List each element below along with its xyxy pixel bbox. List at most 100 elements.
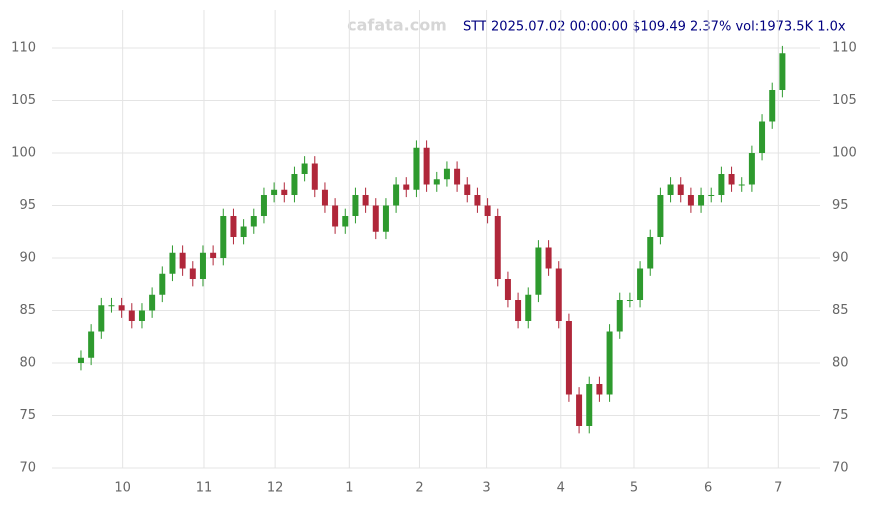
y-tick-label: 95 <box>19 198 36 213</box>
candle-body <box>423 147 430 185</box>
x-tick-label: 11 <box>196 481 213 496</box>
candle-body <box>525 294 532 321</box>
x-tick-label: 7 <box>774 481 782 496</box>
candle-body <box>77 357 84 363</box>
candle-body <box>281 189 288 195</box>
candle-body <box>769 90 776 122</box>
y-tick-label-right: 75 <box>832 408 849 423</box>
candle-body <box>626 300 633 301</box>
y-tick-label-right: 95 <box>832 198 849 213</box>
candle-body <box>657 195 664 237</box>
x-tick-label: 2 <box>415 481 423 496</box>
candle-body <box>677 184 684 195</box>
candle-body <box>179 252 186 269</box>
y-tick-label-right: 100 <box>832 146 857 161</box>
candle-body <box>382 205 389 232</box>
candle-body <box>698 195 705 206</box>
candle-body <box>128 310 135 321</box>
y-tick-label-right: 105 <box>832 93 857 108</box>
y-tick-label-right: 70 <box>832 461 849 476</box>
candle-body <box>647 237 654 269</box>
candle-body <box>169 252 176 274</box>
candle-body <box>748 153 755 185</box>
candle-body <box>728 174 735 185</box>
candle-body <box>535 247 542 295</box>
candle-body <box>738 184 745 186</box>
candle-body <box>718 174 725 195</box>
candle-body <box>362 195 369 206</box>
candle-body <box>342 216 349 227</box>
y-tick-label-right: 80 <box>832 356 849 371</box>
candle-body <box>108 305 115 307</box>
candle-body <box>565 321 572 395</box>
x-tick-label: 3 <box>482 481 490 496</box>
candle-body <box>576 394 583 426</box>
candle-body <box>413 147 420 190</box>
candle-body <box>433 179 440 185</box>
candle-body <box>759 121 766 153</box>
candle-body <box>118 305 125 311</box>
y-tick-label: 70 <box>19 461 36 476</box>
x-tick-label: 4 <box>557 481 565 496</box>
candle-body <box>596 384 603 395</box>
candle-body <box>403 184 410 190</box>
y-tick-label: 85 <box>19 303 36 318</box>
y-tick-label: 75 <box>19 408 36 423</box>
candle-body <box>606 331 613 395</box>
y-tick-label-right: 85 <box>832 303 849 318</box>
candle-body <box>291 174 298 195</box>
y-tick-label: 105 <box>11 93 36 108</box>
candle-body <box>484 205 491 216</box>
x-tick-label: 10 <box>114 481 131 496</box>
candle-body <box>616 300 623 332</box>
candle-body <box>555 268 562 321</box>
candle-body <box>301 163 308 174</box>
candle-body <box>586 384 593 426</box>
candle-body <box>687 195 694 206</box>
candle-body <box>372 205 379 232</box>
candle-body <box>474 195 481 206</box>
candle-body <box>271 189 278 195</box>
x-tick-label: 5 <box>630 481 638 496</box>
candle-body <box>250 216 257 227</box>
candle-body <box>708 195 715 196</box>
chart-title: STT 2025.07.02 00:00:00 $109.49 2.37% vo… <box>463 20 846 35</box>
candle-body <box>454 168 461 185</box>
candle-body <box>332 205 339 227</box>
y-tick-label: 80 <box>19 356 36 371</box>
candle-body <box>667 184 674 195</box>
candle-body <box>464 184 471 195</box>
candle-body <box>88 331 95 358</box>
candle-body <box>545 247 552 269</box>
y-tick-label-right: 110 <box>832 41 857 56</box>
candle-body <box>199 252 206 279</box>
candle-body <box>352 195 359 216</box>
candle-body <box>98 305 105 332</box>
candle-body <box>393 184 400 206</box>
candle-body <box>189 268 196 279</box>
candle-body <box>443 168 450 180</box>
candle-body <box>637 268 644 300</box>
x-tick-label: 12 <box>267 481 284 496</box>
y-tick-label: 90 <box>19 251 36 266</box>
candle-body <box>311 163 318 190</box>
candle-body <box>138 310 145 321</box>
candle-body <box>260 195 267 216</box>
watermark: cafata.com <box>347 16 447 35</box>
candle-body <box>159 273 166 295</box>
candle-body <box>515 300 522 321</box>
y-tick-label-right: 90 <box>832 251 849 266</box>
candle-body <box>240 226 247 237</box>
y-tick-label: 110 <box>11 41 36 56</box>
candle-body <box>230 216 237 237</box>
x-tick-label: 6 <box>704 481 712 496</box>
candle-body <box>779 53 786 90</box>
y-tick-label: 100 <box>11 146 36 161</box>
candle-body <box>504 279 511 300</box>
candle-body <box>321 189 328 206</box>
candle-body <box>220 216 227 258</box>
candle-body <box>149 294 156 311</box>
